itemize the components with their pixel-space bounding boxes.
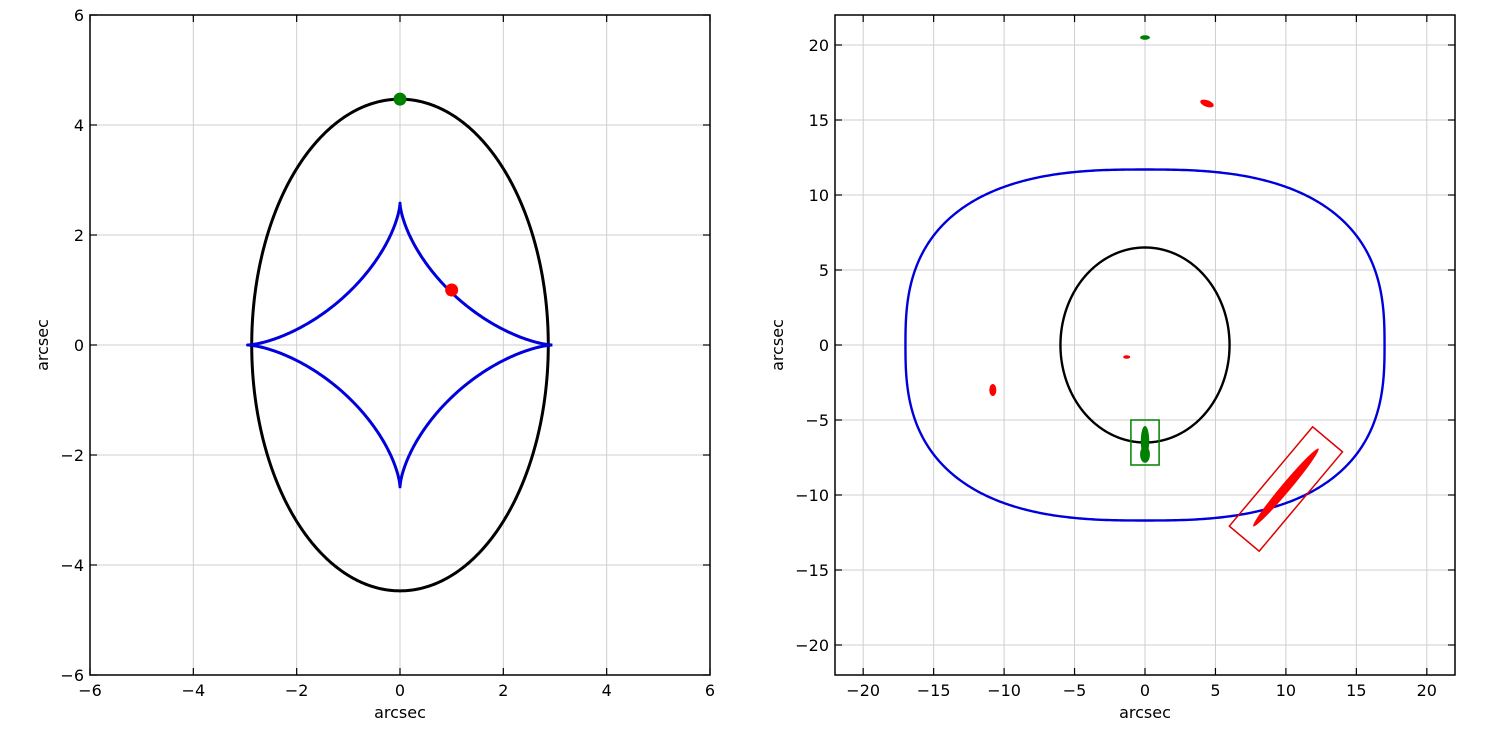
lensed-image-1 — [1200, 99, 1214, 108]
y-tick-label: 6 — [74, 6, 84, 25]
critical-curve-0 — [1059, 246, 1231, 444]
lensed-image-5 — [1140, 446, 1150, 463]
x-tick-label: 6 — [705, 681, 715, 700]
lensed-image-6 — [1253, 448, 1319, 527]
x-axis-label: arcsec — [374, 703, 426, 722]
lensed-image-3 — [989, 384, 997, 396]
x-tick-label: −20 — [846, 681, 880, 700]
caustic-curve-1 — [246, 201, 554, 489]
x-axis-label: arcsec — [1119, 703, 1171, 722]
y-axis-label: arcsec — [768, 319, 787, 371]
caustic-curve-1 — [904, 168, 1386, 522]
x-tick-label: 10 — [1276, 681, 1296, 700]
image-box-1 — [1228, 425, 1344, 553]
y-tick-label: −10 — [795, 486, 829, 505]
y-tick-label: 2 — [74, 226, 84, 245]
x-tick-label: −4 — [182, 681, 206, 700]
x-tick-label: 4 — [602, 681, 612, 700]
y-tick-label: −6 — [60, 666, 84, 685]
x-tick-label: −2 — [285, 681, 309, 700]
y-axis-label: arcsec — [33, 319, 52, 371]
y-tick-label: −4 — [60, 556, 84, 575]
image-box-0 — [1130, 419, 1160, 466]
lensed-image-2 — [1123, 355, 1131, 359]
y-tick-label: 4 — [74, 116, 84, 135]
y-tick-label: −5 — [805, 411, 829, 430]
x-tick-label: −15 — [917, 681, 951, 700]
y-tick-label: −15 — [795, 561, 829, 580]
x-tick-label: 20 — [1417, 681, 1437, 700]
plot-area — [904, 35, 1386, 553]
x-tick-label: 0 — [1140, 681, 1150, 700]
y-tick-label: 20 — [809, 36, 829, 55]
source-point-0 — [393, 92, 407, 106]
y-tick-label: 0 — [819, 336, 829, 355]
y-tick-label: 10 — [809, 186, 829, 205]
x-tick-label: −6 — [78, 681, 102, 700]
right-panel-lensed-images: −20 −15 −10 −5 0 5 10 15 20 −20 −15 −10 −5 0 5 10 15 20 ar… — [768, 14, 1456, 722]
x-tick-label: 0 — [395, 681, 405, 700]
x-tick-label: 2 — [498, 681, 508, 700]
left-panel-critical-curves: −6 −4 −2 0 2 4 6 −6 −4 −2 0 2 4 6 arcsec arcsec — [33, 6, 715, 722]
y-tick-label: 0 — [74, 336, 84, 355]
plot-area — [246, 92, 554, 593]
lensed-image-0 — [1140, 35, 1150, 40]
y-tick-label: −2 — [60, 446, 84, 465]
x-tick-label: 5 — [1210, 681, 1220, 700]
y-tick-label: −20 — [795, 636, 829, 655]
x-tick-label: 15 — [1346, 681, 1366, 700]
x-tick-label: −5 — [1063, 681, 1087, 700]
y-tick-label: 15 — [809, 111, 829, 130]
y-tick-label: 5 — [819, 261, 829, 280]
source-point-1 — [445, 283, 459, 297]
x-tick-label: −10 — [987, 681, 1021, 700]
